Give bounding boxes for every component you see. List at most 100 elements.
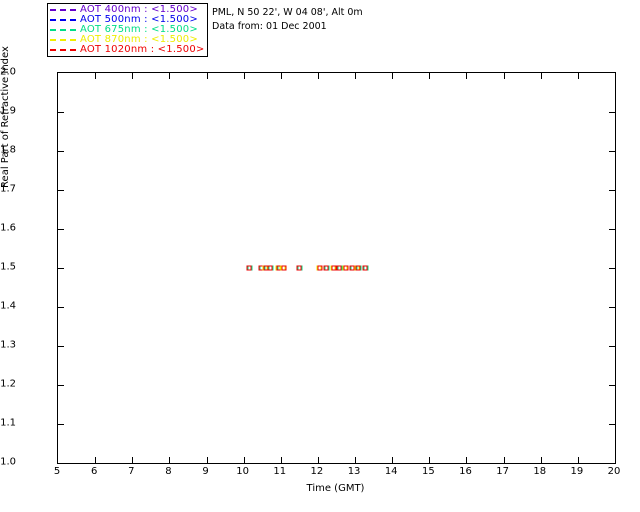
x-tick-label: 13 [347, 466, 361, 477]
x-tick-top [503, 73, 505, 79]
x-tick-label: 8 [165, 466, 172, 477]
marker-aot-675nm-1-500- [343, 265, 349, 271]
y-tick-right [609, 307, 615, 308]
y-tick-left [58, 307, 64, 308]
x-tick-bottom [169, 457, 171, 463]
x-tick-top [392, 73, 394, 79]
legend-dash-icon [50, 9, 76, 11]
y-tick-label: 1.6 [0, 222, 16, 234]
y-tick-label: 2.0 [0, 66, 16, 78]
y-tick-left [58, 190, 64, 191]
y-tick-left [58, 112, 64, 113]
marker-aot-1020nm-1-500- [317, 265, 323, 271]
legend-entry-aot-675nm: AOT 675nm : <1.500> [50, 25, 204, 35]
y-tick-label: 1.7 [0, 183, 16, 195]
legend-dash-icon [50, 49, 76, 51]
y-tick-left [58, 346, 64, 347]
data-date-line: Data from: 01 Dec 2001 [212, 21, 327, 32]
x-tick-bottom [206, 457, 208, 463]
y-tick-right [609, 229, 615, 230]
y-tick-label: 1.5 [0, 261, 16, 273]
y-tick-left [58, 268, 64, 269]
data-point-marker [336, 265, 343, 271]
header-info: PML, N 50 22', W 04 08', Alt 0m Data fro… [212, 6, 363, 34]
x-tick-label: 7 [128, 466, 135, 477]
y-tick-label: 1.0 [0, 456, 16, 468]
y-tick-right [609, 385, 615, 386]
x-tick-top [280, 73, 282, 79]
y-tick-left [58, 229, 64, 230]
y-tick-right [609, 112, 615, 113]
marker-aot-675nm-1-500- [331, 265, 337, 271]
x-tick-bottom [243, 457, 245, 463]
plot-area [58, 73, 615, 463]
site-location-line: PML, N 50 22', W 04 08', Alt 0m [212, 7, 363, 18]
y-tick-left [58, 424, 64, 425]
legend-entry-aot-500nm: AOT 500nm : <1.500> [50, 15, 204, 25]
data-point-marker [246, 265, 253, 271]
x-tick-top [355, 73, 357, 79]
x-tick-bottom [392, 457, 394, 463]
marker-aot-1020nm-1-500- [246, 265, 252, 271]
y-tick-left [58, 151, 64, 152]
x-tick-bottom [540, 457, 542, 463]
legend-entry-aot-400nm: AOT 400nm : <1.500> [50, 5, 204, 15]
marker-aot-1020nm-1-500- [336, 265, 342, 271]
x-tick-label: 10 [236, 466, 250, 477]
x-tick-top [429, 73, 431, 79]
marker-aot-675nm-1-500- [324, 265, 330, 271]
x-tick-bottom [280, 457, 282, 463]
data-point-marker [267, 265, 274, 271]
marker-aot-1020nm-1-500- [349, 265, 355, 271]
x-tick-bottom [355, 457, 357, 463]
y-tick-label: 1.9 [0, 105, 16, 117]
marker-aot-1020nm-1-500- [362, 265, 368, 271]
legend: AOT 400nm : <1.500> AOT 500nm : <1.500> AO… [47, 3, 209, 57]
x-tick-label: 15 [421, 466, 435, 477]
x-tick-bottom [317, 457, 319, 463]
marker-aot-675nm-1-500- [268, 265, 274, 271]
x-tick-bottom [577, 457, 579, 463]
marker-aot-1020nm-1-500- [323, 265, 329, 271]
y-tick-right [609, 346, 615, 347]
plot-frame [57, 72, 616, 464]
legend-entry-label: AOT 500nm : <1.500> [80, 14, 198, 25]
x-tick-label: 19 [570, 466, 584, 477]
marker-aot-675nm-1-500- [281, 265, 287, 271]
x-tick-label: 17 [496, 466, 509, 477]
legend-entry-label: AOT 870nm : <1.500> [80, 34, 198, 45]
x-tick-top [206, 73, 208, 79]
y-tick-left [58, 385, 64, 386]
x-tick-bottom [466, 457, 468, 463]
marker-aot-1020nm-1-500- [343, 265, 349, 271]
legend-entry-aot-1020nm: AOT 1020nm : <1.500> [50, 45, 204, 55]
x-tick-label: 18 [533, 466, 547, 477]
x-tick-label: 16 [459, 466, 472, 477]
data-point-marker [349, 265, 356, 271]
y-tick-right [609, 151, 615, 152]
y-tick-label: 1.4 [0, 300, 16, 312]
x-tick-label: 6 [90, 466, 98, 477]
x-tick-top [169, 73, 171, 79]
legend-dash-icon [50, 29, 76, 31]
x-tick-top [540, 73, 542, 79]
x-tick-label: 5 [53, 466, 61, 477]
data-point-marker [330, 265, 337, 271]
x-tick-label: 14 [384, 466, 398, 477]
x-tick-label: 20 [607, 466, 621, 477]
marker-aot-1020nm-1-500- [355, 265, 361, 271]
data-point-marker [296, 265, 303, 271]
data-point-marker [354, 265, 362, 271]
marker-aot-675nm-1-500- [247, 265, 253, 271]
y-tick-right [609, 268, 615, 269]
x-tick-label: 11 [273, 466, 287, 477]
x-tick-top [317, 73, 319, 79]
marker-aot-675nm-1-500- [337, 265, 343, 271]
data-point-marker [342, 265, 349, 271]
x-tick-top [577, 73, 579, 79]
x-axis-title: Time (GMT) [306, 483, 365, 494]
legend-entry-label: AOT 1020nm : <1.500> [80, 44, 205, 55]
y-tick-label: 1.8 [0, 144, 16, 156]
legend-entry-label: AOT 675nm : <1.500> [80, 24, 198, 35]
x-tick-bottom [132, 457, 134, 463]
